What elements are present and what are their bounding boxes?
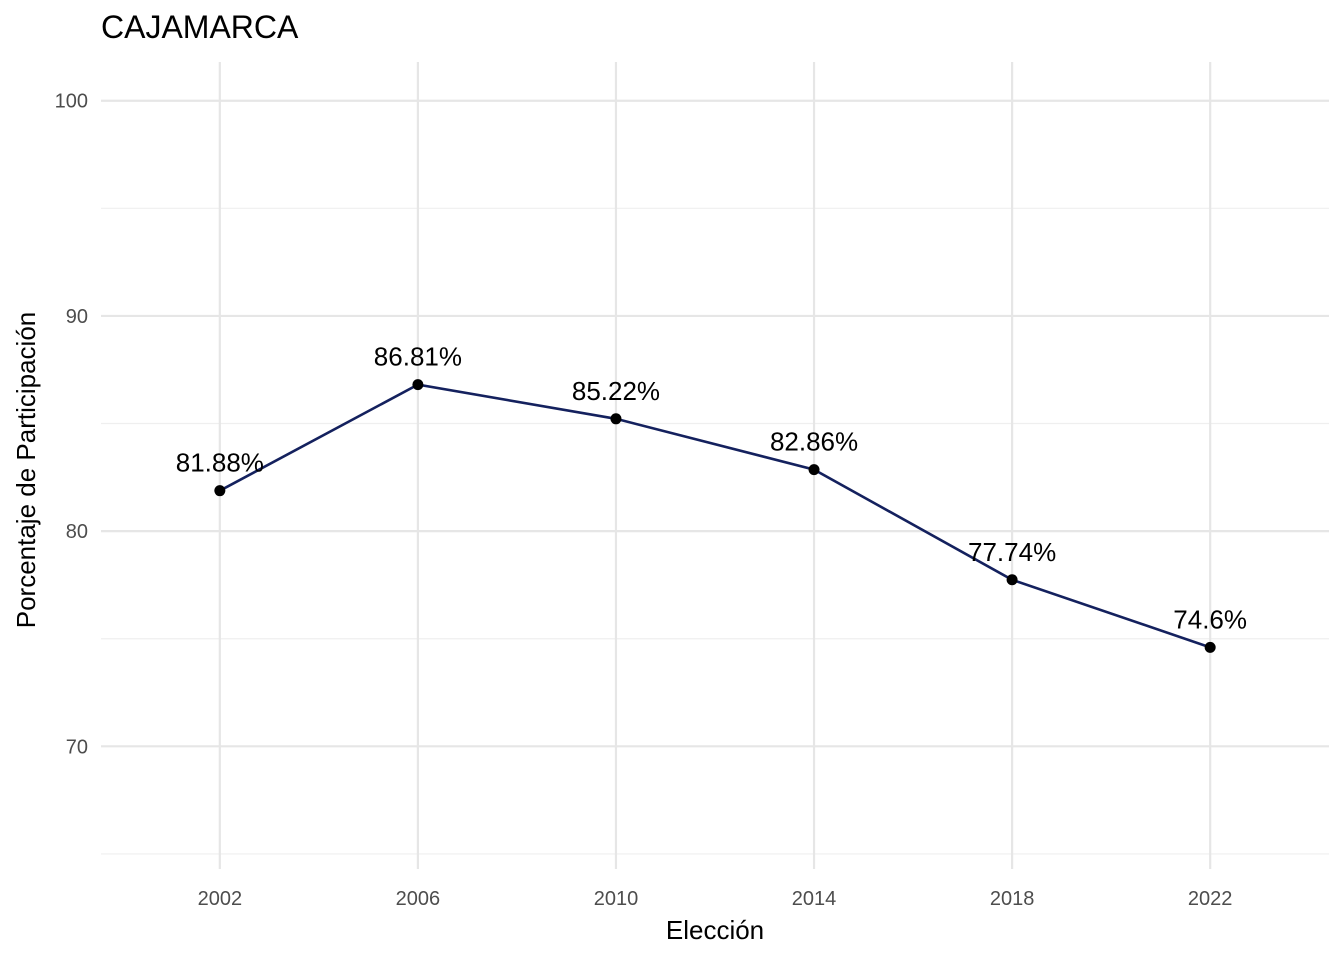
x-axis-title: Elección	[666, 915, 764, 945]
data-label: 82.86%	[770, 427, 858, 457]
data-labels: 81.88% 86.81% 85.22% 82.86% 77.74% 74.6%	[176, 342, 1247, 635]
data-point	[1006, 574, 1018, 586]
data-label: 86.81%	[374, 342, 462, 372]
data-label: 81.88%	[176, 448, 264, 478]
x-tick-label: 2014	[792, 888, 837, 910]
y-axis-ticks: 70 80 90 100	[55, 91, 88, 759]
x-tick-label: 2018	[990, 888, 1035, 910]
data-label: 77.74%	[968, 537, 1056, 567]
x-tick-label: 2006	[396, 888, 441, 910]
grid	[101, 62, 1329, 869]
data-point	[808, 464, 820, 476]
x-tick-label: 2022	[1188, 888, 1233, 910]
data-label: 74.6%	[1173, 604, 1247, 634]
y-axis-title: Porcentaje de Participación	[11, 312, 41, 629]
data-point	[1204, 641, 1216, 653]
y-tick-label: 70	[66, 736, 88, 758]
x-tick-label: 2002	[198, 888, 243, 910]
y-tick-label: 80	[66, 521, 88, 543]
x-tick-label: 2010	[594, 888, 639, 910]
data-point	[214, 485, 226, 497]
y-tick-label: 100	[55, 91, 88, 113]
data-points	[214, 379, 1216, 653]
data-point	[412, 379, 424, 391]
data-label: 85.22%	[572, 376, 660, 406]
series-line	[219, 383, 1211, 649]
chart-title: CAJAMARCA	[101, 9, 299, 45]
data-point	[610, 413, 622, 425]
y-tick-label: 90	[66, 306, 88, 328]
x-axis-ticks: 2002 2006 2010 2014 2018 2022	[198, 888, 1233, 910]
